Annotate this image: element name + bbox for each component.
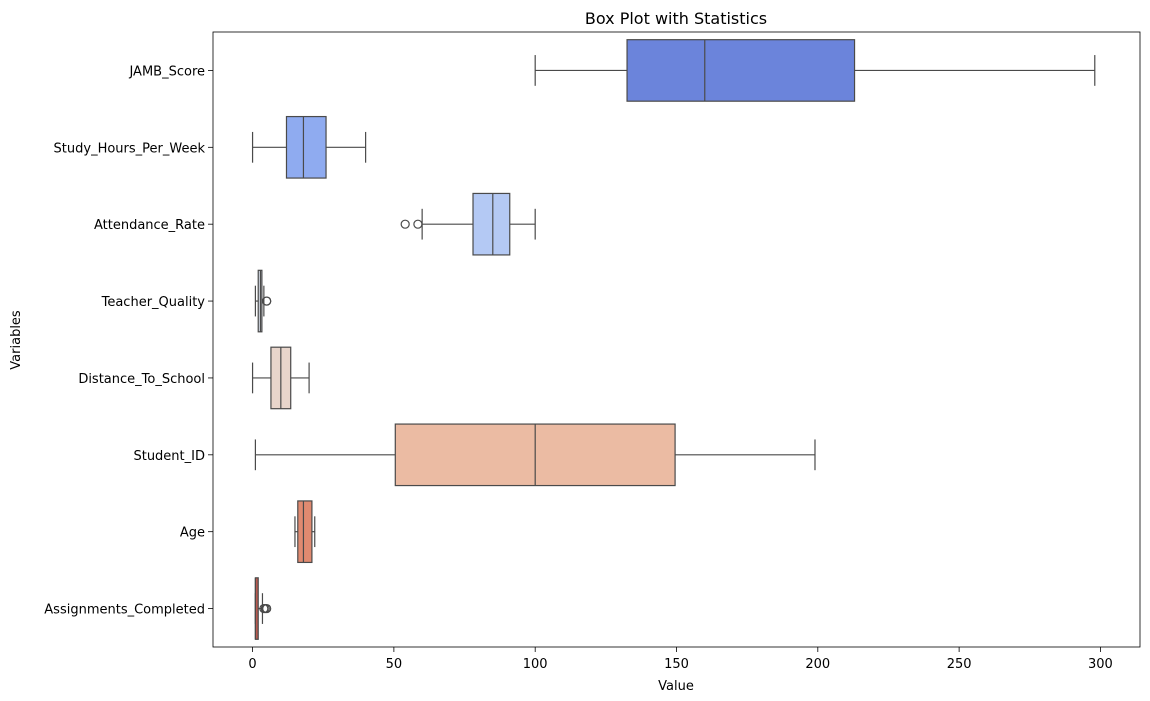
box-iqr bbox=[297, 500, 313, 564]
x-tick-label: 0 bbox=[248, 657, 256, 672]
x-tick-label: 50 bbox=[386, 657, 403, 672]
box-iqr bbox=[472, 192, 511, 256]
box-iqr bbox=[626, 39, 856, 102]
box-distance-to-school bbox=[251, 346, 310, 410]
boxes-layer bbox=[251, 39, 1096, 640]
chart-title: Box Plot with Statistics bbox=[585, 9, 767, 28]
box-study-hours-per-week bbox=[251, 115, 367, 179]
y-tick-label: Attendance_Rate bbox=[94, 218, 205, 233]
box-iqr bbox=[285, 115, 327, 179]
box-student-id bbox=[254, 423, 816, 487]
y-axis-ticks: JAMB_Score Study_Hours_Per_Week Attendance… bbox=[44, 64, 213, 618]
y-tick-label: JAMB_Score bbox=[128, 64, 205, 79]
x-tick-label: 200 bbox=[805, 657, 830, 672]
box-teacher-quality bbox=[254, 269, 272, 333]
box-assignments-completed bbox=[254, 577, 272, 640]
x-tick-label: 100 bbox=[523, 657, 548, 672]
x-axis-ticks: 0 50 100 150 200 250 300 bbox=[248, 647, 1113, 672]
x-axis-title: Value bbox=[658, 679, 694, 694]
box-age bbox=[294, 500, 316, 564]
x-tick-label: 150 bbox=[664, 657, 689, 672]
y-axis-title: Variables bbox=[9, 310, 24, 370]
plot-frame bbox=[212, 31, 1141, 648]
y-tick-label: Student_ID bbox=[133, 449, 205, 464]
outlier-point bbox=[413, 219, 423, 229]
outlier-point bbox=[262, 296, 272, 306]
y-tick-label: Teacher_Quality bbox=[101, 295, 206, 310]
y-tick-label: Study_Hours_Per_Week bbox=[54, 141, 206, 156]
x-tick-label: 250 bbox=[947, 657, 972, 672]
outlier-point bbox=[400, 219, 410, 229]
y-tick-label: Assignments_Completed bbox=[44, 603, 205, 618]
y-tick-label: Age bbox=[180, 526, 205, 541]
box-attendance-rate bbox=[400, 192, 536, 256]
outlier-point bbox=[262, 603, 272, 614]
box-jamb-score bbox=[534, 39, 1096, 102]
x-tick-label: 300 bbox=[1088, 657, 1113, 672]
y-tick-label: Distance_To_School bbox=[78, 372, 205, 387]
